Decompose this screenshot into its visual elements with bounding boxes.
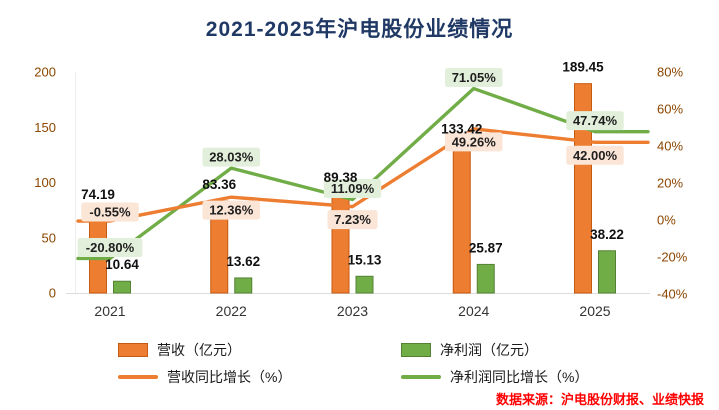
net-profit-growth-line-swatch	[401, 375, 441, 379]
legend-label-net-profit: 净利润（亿元）	[440, 342, 538, 358]
revenue-growth-label-2025-box	[566, 145, 624, 165]
right-axis-tick-0%: 0%	[657, 213, 676, 228]
net-profit-growth-label-2023: 11.09%	[331, 181, 375, 196]
net-profit-bar-2021	[113, 280, 131, 294]
revenue-value-label-2023: 89.38	[324, 170, 358, 185]
x-axis-year-2023: 2023	[337, 303, 368, 319]
net-profit-growth-label-2024-box	[445, 68, 503, 88]
revenue-growth-label-2023-box	[327, 210, 378, 230]
legend-label-revenue-growth: 营收同比增长（%）	[167, 369, 292, 385]
left-axis-tick-50: 50	[42, 230, 56, 245]
revenue-bar-swatch	[118, 343, 148, 357]
chart-title: 2021-2025年沪电股份业绩情况	[205, 18, 514, 41]
x-axis-year-2024: 2024	[458, 303, 489, 319]
net-profit-growth-label-2024: 71.05%	[452, 70, 497, 85]
net-profit-growth-label-2021: -20.80%	[86, 240, 135, 255]
legend-item-net-profit: 净利润（亿元）	[401, 340, 538, 360]
right-axis-tick-60%: 60%	[657, 102, 683, 117]
source-note: 数据来源：沪电股份财报、业绩快报	[495, 392, 704, 407]
net-profit-value-label-2024: 25.87	[469, 240, 503, 255]
legend-label-revenue: 营收（亿元）	[157, 342, 241, 358]
revenue-bar-2024	[452, 145, 471, 294]
revenue-growth-label-2025: 42.00%	[573, 148, 618, 163]
legend-label-net-profit-growth: 净利润同比增长（%）	[450, 369, 589, 385]
x-axis-year-2022: 2022	[216, 303, 247, 319]
right-axis-tick-20%: 20%	[657, 176, 683, 191]
net-profit-growth-label-2022-box	[202, 147, 260, 167]
net-profit-bar-2024	[476, 263, 495, 294]
revenue-growth-label-2023: 7.23%	[334, 212, 371, 227]
x-axis-year-2021: 2021	[94, 303, 125, 319]
net-profit-growth-line	[76, 86, 650, 261]
net-profit-growth-label-2025-box	[566, 111, 624, 131]
left-axis-tick-200: 200	[34, 65, 56, 80]
net-profit-value-label-2021: 10.64	[105, 257, 139, 272]
revenue-growth-label-2022: 12.36%	[209, 203, 254, 218]
revenue-growth-label-2022-box	[202, 200, 260, 220]
left-axis-tick-100: 100	[34, 175, 56, 190]
net-profit-value-label-2023: 15.13	[348, 252, 382, 267]
revenue-bar-2025	[574, 83, 592, 294]
revenue-growth-line	[76, 127, 650, 223]
revenue-value-label-2022: 83.36	[202, 177, 236, 192]
net-profit-growth-label-2025: 47.74%	[573, 113, 618, 128]
left-axis-tick-0: 0	[49, 286, 56, 301]
legend: 营收（亿元） 净利润（亿元） 营收同比增长（%） 净利润同比增长（%）	[118, 339, 719, 393]
legend-item-revenue-growth: 营收同比增长（%）	[118, 367, 401, 387]
net-profit-value-label-2022: 13.62	[226, 254, 260, 269]
net-profit-bar-2025	[598, 250, 616, 294]
revenue-growth-label-2021-box	[81, 202, 139, 222]
net-profit-bar-swatch	[401, 343, 431, 357]
revenue-value-label-2025: 189.45	[562, 60, 604, 75]
revenue-bar-2023	[331, 193, 350, 294]
revenue-value-label-2021: 74.19	[81, 187, 115, 202]
revenue-growth-line-swatch	[118, 375, 158, 379]
revenue-growth-label-2024-box	[445, 132, 503, 152]
right-axis-tick--40%: -40%	[657, 287, 688, 302]
revenue-growth-label-2021: -0.55%	[89, 205, 131, 220]
right-axis-tick--20%: -20%	[657, 250, 688, 265]
left-axis-tick-150: 150	[34, 120, 56, 135]
net-profit-bar-2023	[355, 275, 374, 294]
right-axis-tick-40%: 40%	[657, 139, 683, 154]
revenue-value-label-2024: 133.42	[441, 122, 482, 137]
legend-item-revenue: 营收（亿元）	[118, 340, 401, 360]
net-profit-value-label-2025: 38.22	[590, 227, 624, 242]
right-axis-tick-80%: 80%	[657, 65, 683, 80]
net-profit-growth-label-2023-box	[323, 178, 382, 198]
legend-row-lines: 营收同比增长（%） 净利润同比增长（%）	[118, 366, 719, 388]
legend-row-bars: 营收（亿元） 净利润（亿元）	[118, 339, 719, 361]
x-axis-year-2025: 2025	[579, 303, 610, 319]
legend-item-net-profit-growth: 净利润同比增长（%）	[401, 367, 588, 387]
net-profit-growth-label-2021-box	[77, 237, 143, 257]
net-profit-bar-2022	[234, 277, 253, 294]
net-profit-growth-label-2022: 28.03%	[209, 150, 254, 165]
revenue-growth-label-2024: 49.26%	[452, 134, 497, 149]
